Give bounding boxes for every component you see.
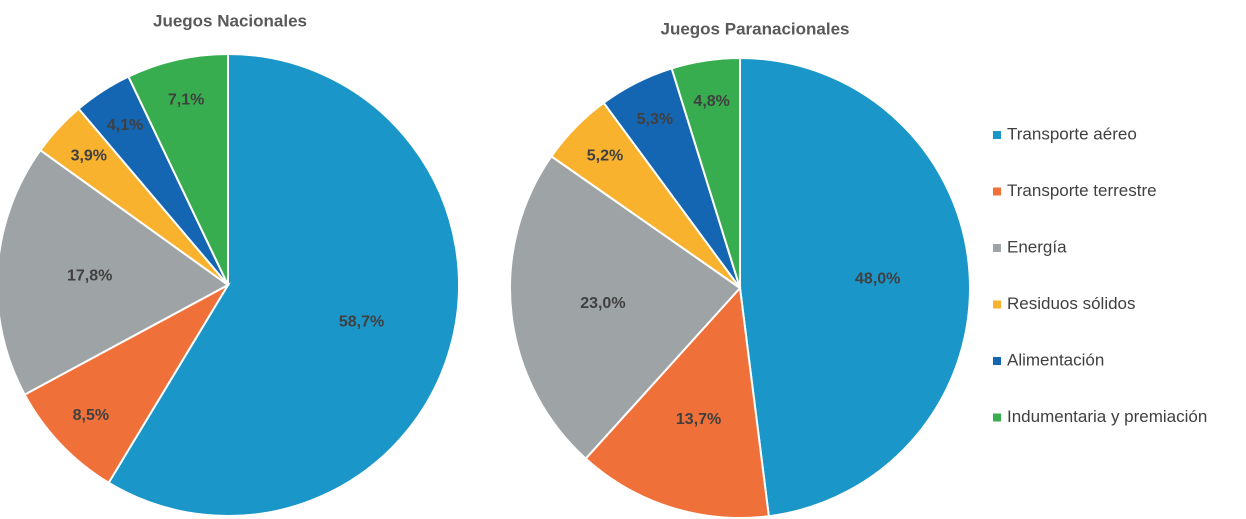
legend-label: Energía [1007, 237, 1067, 256]
chart-title: Juegos Nacionales [153, 11, 307, 30]
legend-label: Transporte aéreo [1007, 124, 1137, 143]
pie-slice [670, 56, 741, 289]
data-label: 5,2% [587, 148, 623, 165]
data-label: 5,3% [637, 111, 673, 128]
data-label: 3,9% [71, 148, 107, 165]
data-label: 48,0% [855, 271, 900, 288]
legend-label: Alimentación [1007, 350, 1104, 369]
legend-swatch [993, 357, 1001, 365]
data-label: 4,1% [107, 117, 143, 134]
legend-swatch [993, 413, 1001, 422]
legend-label: Indumentaria y premiación [1007, 407, 1207, 426]
pie-slice [107, 52, 460, 517]
legend-swatch [993, 244, 1001, 252]
chart-title: Juegos Paranacionales [661, 19, 850, 38]
legend-label: Residuos sólidos [1007, 294, 1136, 313]
pie-slice [23, 282, 231, 485]
data-label: 58,7% [339, 313, 384, 330]
data-label: 8,5% [73, 407, 109, 424]
legend-label: Transporte terrestre [1007, 181, 1157, 200]
pie-slice [509, 154, 742, 461]
pie-slice [0, 148, 230, 396]
legend-swatch [993, 300, 1001, 309]
data-label: 4,8% [693, 93, 729, 110]
data-label: 7,1% [168, 91, 204, 108]
data-label: 17,8% [67, 267, 112, 284]
pie-slice [739, 56, 971, 518]
pie-slice [584, 285, 770, 519]
pie-slice [127, 52, 229, 286]
data-label: 23,0% [580, 295, 625, 312]
legend-swatch [993, 131, 1001, 139]
data-label: 13,7% [676, 411, 721, 428]
legend-swatch [993, 187, 1001, 196]
